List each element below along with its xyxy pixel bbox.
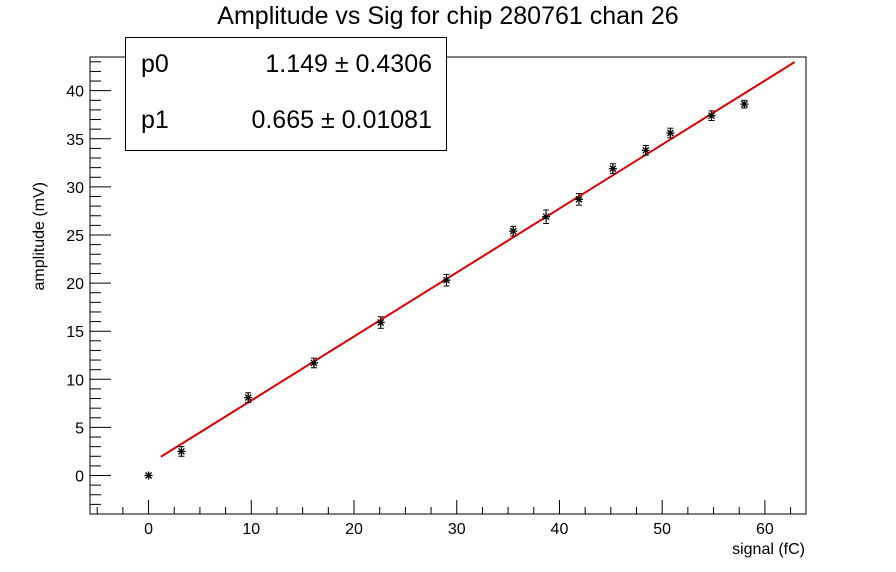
data-point: [542, 209, 551, 224]
x-tick-label: 30: [448, 521, 466, 538]
plot-border: [89, 56, 807, 515]
marker-stroke: [666, 129, 674, 137]
x-tick-label: 0: [144, 521, 153, 538]
marker-stroke: [642, 146, 650, 154]
data-point: [740, 99, 749, 109]
marker-stroke: [145, 472, 153, 479]
x-tick-label: 20: [345, 521, 363, 538]
data-point: [666, 127, 675, 139]
data-point: [641, 145, 650, 156]
data-points: [144, 99, 749, 480]
marker-stroke: [310, 359, 318, 367]
marker-stroke: [244, 394, 252, 402]
marker-stroke: [509, 227, 517, 235]
data-point: [442, 273, 451, 287]
marker-stroke: [442, 276, 450, 284]
x-axis: 0 10 20 30 40 50 60: [96, 500, 792, 538]
y-tick-label: 15: [66, 324, 84, 341]
stat-value: 1.149 ± 0.4306: [265, 50, 432, 78]
data-point: [574, 193, 583, 206]
fit-stats-box: p0 1.149 ± 0.4306 p1 0.665 ± 0.01081: [125, 37, 447, 151]
fit-line: [160, 61, 796, 458]
data-point: [309, 357, 318, 369]
x-axis-label: signal (fC): [732, 541, 805, 558]
fit-line-group: [160, 61, 796, 458]
data-point: [376, 316, 385, 329]
y-tick-label: 35: [66, 132, 84, 149]
marker-stroke: [575, 195, 583, 203]
data-point: [144, 471, 153, 480]
data-point: [509, 225, 518, 237]
y-tick-label: 10: [66, 372, 84, 389]
y-tick-label: 30: [66, 180, 84, 197]
data-point: [608, 163, 617, 174]
marker-stroke: [708, 112, 715, 120]
plot-frame: [89, 56, 807, 515]
y-tick-label: 25: [66, 228, 84, 245]
y-tick-label: 40: [66, 84, 84, 101]
stat-value-error: 0.01081: [341, 106, 432, 134]
chart-title: Amplitude vs Sig for chip 280761 chan 26: [217, 2, 679, 30]
x-tick-label: 50: [653, 521, 671, 538]
x-tick-label: 60: [756, 521, 774, 538]
x-tick-label: 10: [242, 521, 260, 538]
stat-value: 0.665 ± 0.01081: [251, 106, 432, 134]
data-point: [707, 110, 716, 121]
stat-name: p1: [141, 106, 169, 134]
stat-value-number: 0.665: [251, 106, 314, 134]
data-point: [244, 392, 253, 403]
marker-stroke: [377, 319, 385, 327]
x-tick-label: 40: [551, 521, 569, 538]
y-tick-label: 0: [75, 469, 84, 486]
stat-value-error: 0.4306: [355, 50, 432, 78]
marker-stroke: [542, 213, 550, 221]
stat-row-p0: p0 1.149 ± 0.4306: [126, 50, 446, 90]
y-axis: 0 5 10 15 20 25 30 35 40: [66, 61, 111, 505]
stat-value-number: 1.149: [265, 50, 328, 78]
stat-row-p1: p1 0.665 ± 0.01081: [126, 106, 446, 146]
marker-stroke: [740, 100, 748, 108]
y-axis-label: amplitude (mV): [31, 182, 48, 290]
data-point: [177, 446, 186, 457]
y-tick-label: 5: [75, 420, 84, 437]
marker-stroke: [609, 165, 617, 173]
y-tick-label: 20: [66, 276, 84, 293]
marker-stroke: [177, 448, 185, 455]
stat-name: p0: [141, 50, 169, 78]
